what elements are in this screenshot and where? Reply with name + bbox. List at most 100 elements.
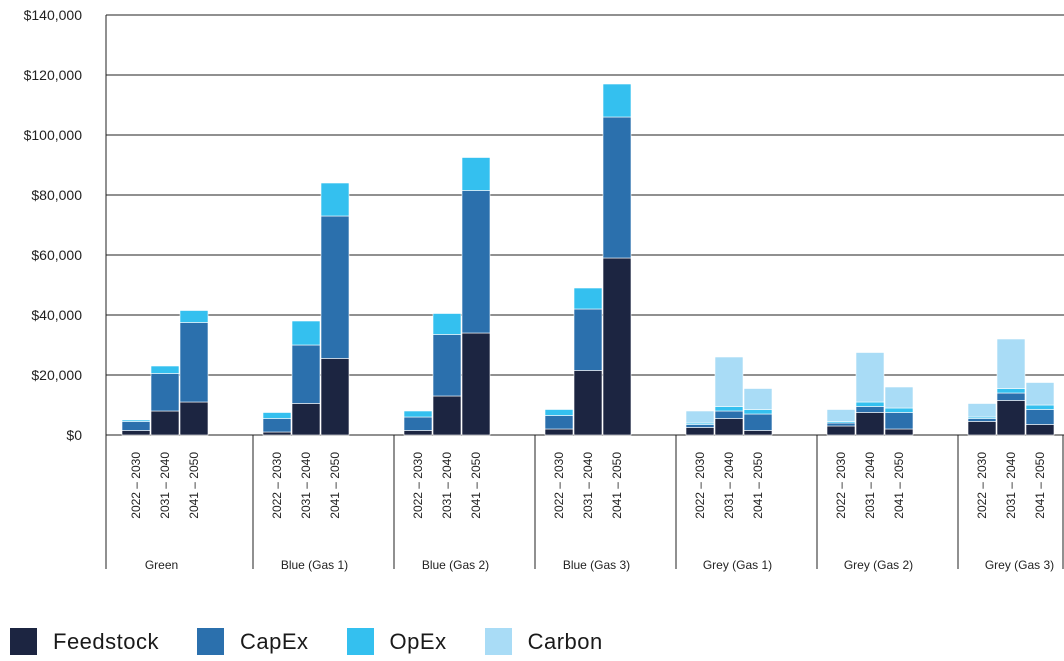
- bar-segment-opex: [884, 407, 914, 413]
- bar-segment-feedstock: [602, 257, 632, 436]
- legend-item-feedstock: Feedstock: [10, 628, 159, 655]
- chart: $0 $20,000 $40,000 $60,000 $80,000 $100,000 $1…: [24, 7, 1064, 572]
- bar-segment-opex: [121, 419, 151, 422]
- bar-segment-opex: [262, 412, 292, 419]
- bar-segment-feedstock: [967, 421, 997, 436]
- bar-segment-feedstock: [685, 427, 715, 436]
- legend-swatch: [10, 628, 37, 655]
- bar-segment-carbon: [884, 386, 914, 409]
- bar-segment-capex: [544, 415, 574, 430]
- bar-segment-capex: [121, 421, 151, 431]
- bar-segment-capex: [743, 413, 773, 431]
- x-tick-labels: 2022 – 2030 2031 – 2040 2041 – 2050 2022 – …: [129, 452, 1047, 519]
- legend-swatch: [484, 628, 512, 655]
- bar-segment-capex: [714, 410, 744, 419]
- bar-segment-capex: [602, 116, 632, 259]
- x-tick-label: 2022 – 2030: [693, 452, 707, 519]
- y-tick-label: $80,000: [31, 187, 82, 203]
- y-tick-labels: $0 $20,000 $40,000 $60,000 $80,000 $100,000 $1…: [24, 7, 83, 443]
- x-tick-label: 2041 – 2050: [187, 452, 201, 519]
- bar-segment-carbon: [826, 409, 856, 422]
- bar-segment-opex: [714, 406, 744, 412]
- x-tick-label: 2031 – 2040: [863, 452, 877, 519]
- x-tick-label: 2022 – 2030: [270, 452, 284, 519]
- bar-segment-capex: [573, 308, 603, 371]
- bar-segment-feedstock: [432, 395, 462, 436]
- bars: [121, 83, 1055, 436]
- bar-segment-opex: [743, 409, 773, 415]
- group-label: Grey (Gas 3): [985, 558, 1054, 572]
- bar-segment-capex: [320, 215, 350, 359]
- bar-segment-opex: [573, 287, 603, 310]
- bar-segment-opex: [461, 157, 491, 191]
- bar-segment-capex: [826, 422, 856, 427]
- group-label: Grey (Gas 1): [703, 558, 772, 572]
- legend-item-carbon: Carbon: [484, 628, 603, 655]
- x-tick-label: 2022 – 2030: [834, 452, 848, 519]
- x-tick-label: 2031 – 2040: [158, 452, 172, 519]
- group-label: Grey (Gas 2): [844, 558, 913, 572]
- y-tick-label: $40,000: [31, 307, 82, 323]
- legend-swatch: [197, 628, 224, 655]
- bar-segment-capex: [996, 392, 1026, 401]
- legend-item-capex: CapEx: [197, 628, 309, 655]
- x-tick-label: 2031 – 2040: [581, 452, 595, 519]
- bar-segment-carbon: [996, 338, 1026, 389]
- x-tick-label: 2041 – 2050: [1033, 452, 1047, 519]
- y-tick-label: $100,000: [24, 127, 83, 143]
- legend-label: Feedstock: [53, 628, 159, 654]
- x-tick-label: 2041 – 2050: [469, 452, 483, 519]
- bar-segment-capex: [179, 322, 209, 403]
- x-tick-label: 2041 – 2050: [610, 452, 624, 519]
- legend: Feedstock CapEx OpEx Carbon: [10, 628, 641, 655]
- bar-segment-carbon: [1025, 382, 1055, 406]
- bar-segment-feedstock: [996, 400, 1026, 436]
- bar-segment-carbon: [685, 410, 715, 424]
- bar-segment-capex: [432, 334, 462, 397]
- x-tick-label: 2022 – 2030: [552, 452, 566, 519]
- x-tick-label: 2022 – 2030: [129, 452, 143, 519]
- x-tick-label: 2022 – 2030: [975, 452, 989, 519]
- bar-segment-capex: [855, 406, 885, 413]
- group-label: Blue (Gas 2): [422, 558, 489, 572]
- bar-segment-feedstock: [743, 430, 773, 436]
- bar-segment-opex: [602, 83, 632, 118]
- bar-segment-feedstock: [714, 418, 744, 436]
- bar-segment-capex: [262, 418, 292, 433]
- x-tick-label: 2041 – 2050: [328, 452, 342, 519]
- bar-segment-feedstock: [320, 358, 350, 436]
- bar-segment-capex: [967, 418, 997, 422]
- x-tick-label: 2022 – 2030: [411, 452, 425, 519]
- bar-segment-feedstock: [179, 401, 209, 436]
- bar-segment-feedstock: [826, 425, 856, 436]
- bar-segment-feedstock: [403, 430, 433, 436]
- y-tick-label: $120,000: [24, 67, 83, 83]
- bar-segment-capex: [685, 424, 715, 428]
- bar-segment-opex: [855, 401, 885, 407]
- bar-segment-carbon: [967, 403, 997, 418]
- bar-segment-feedstock: [544, 428, 574, 436]
- bar-segment-opex: [150, 365, 180, 374]
- bar-segment-feedstock: [573, 370, 603, 436]
- legend-swatch: [346, 628, 374, 655]
- bar-segment-opex: [1025, 404, 1055, 410]
- y-tick-label: $0: [66, 427, 82, 443]
- y-tick-label: $20,000: [31, 367, 82, 383]
- bar-segment-opex: [432, 313, 462, 335]
- bar-segment-opex: [403, 410, 433, 418]
- bar-segment-opex: [996, 388, 1026, 394]
- bar-segment-capex: [461, 190, 491, 334]
- bar-segment-feedstock: [150, 410, 180, 436]
- group-labels: Green Blue (Gas 1) Blue (Gas 2) Blue (Gas 3…: [145, 558, 1054, 572]
- bar-segment-opex: [544, 409, 574, 416]
- bar-segment-capex: [150, 373, 180, 412]
- legend-label: Carbon: [527, 628, 603, 654]
- x-tick-label: 2041 – 2050: [892, 452, 906, 519]
- bar-segment-carbon: [743, 388, 773, 410]
- x-tick-label: 2041 – 2050: [751, 452, 765, 519]
- legend-label: CapEx: [240, 628, 309, 654]
- bar-segment-opex: [291, 320, 321, 346]
- bar-segment-feedstock: [855, 412, 885, 436]
- x-tick-label: 2031 – 2040: [1004, 452, 1018, 519]
- bar-segment-opex: [179, 310, 209, 323]
